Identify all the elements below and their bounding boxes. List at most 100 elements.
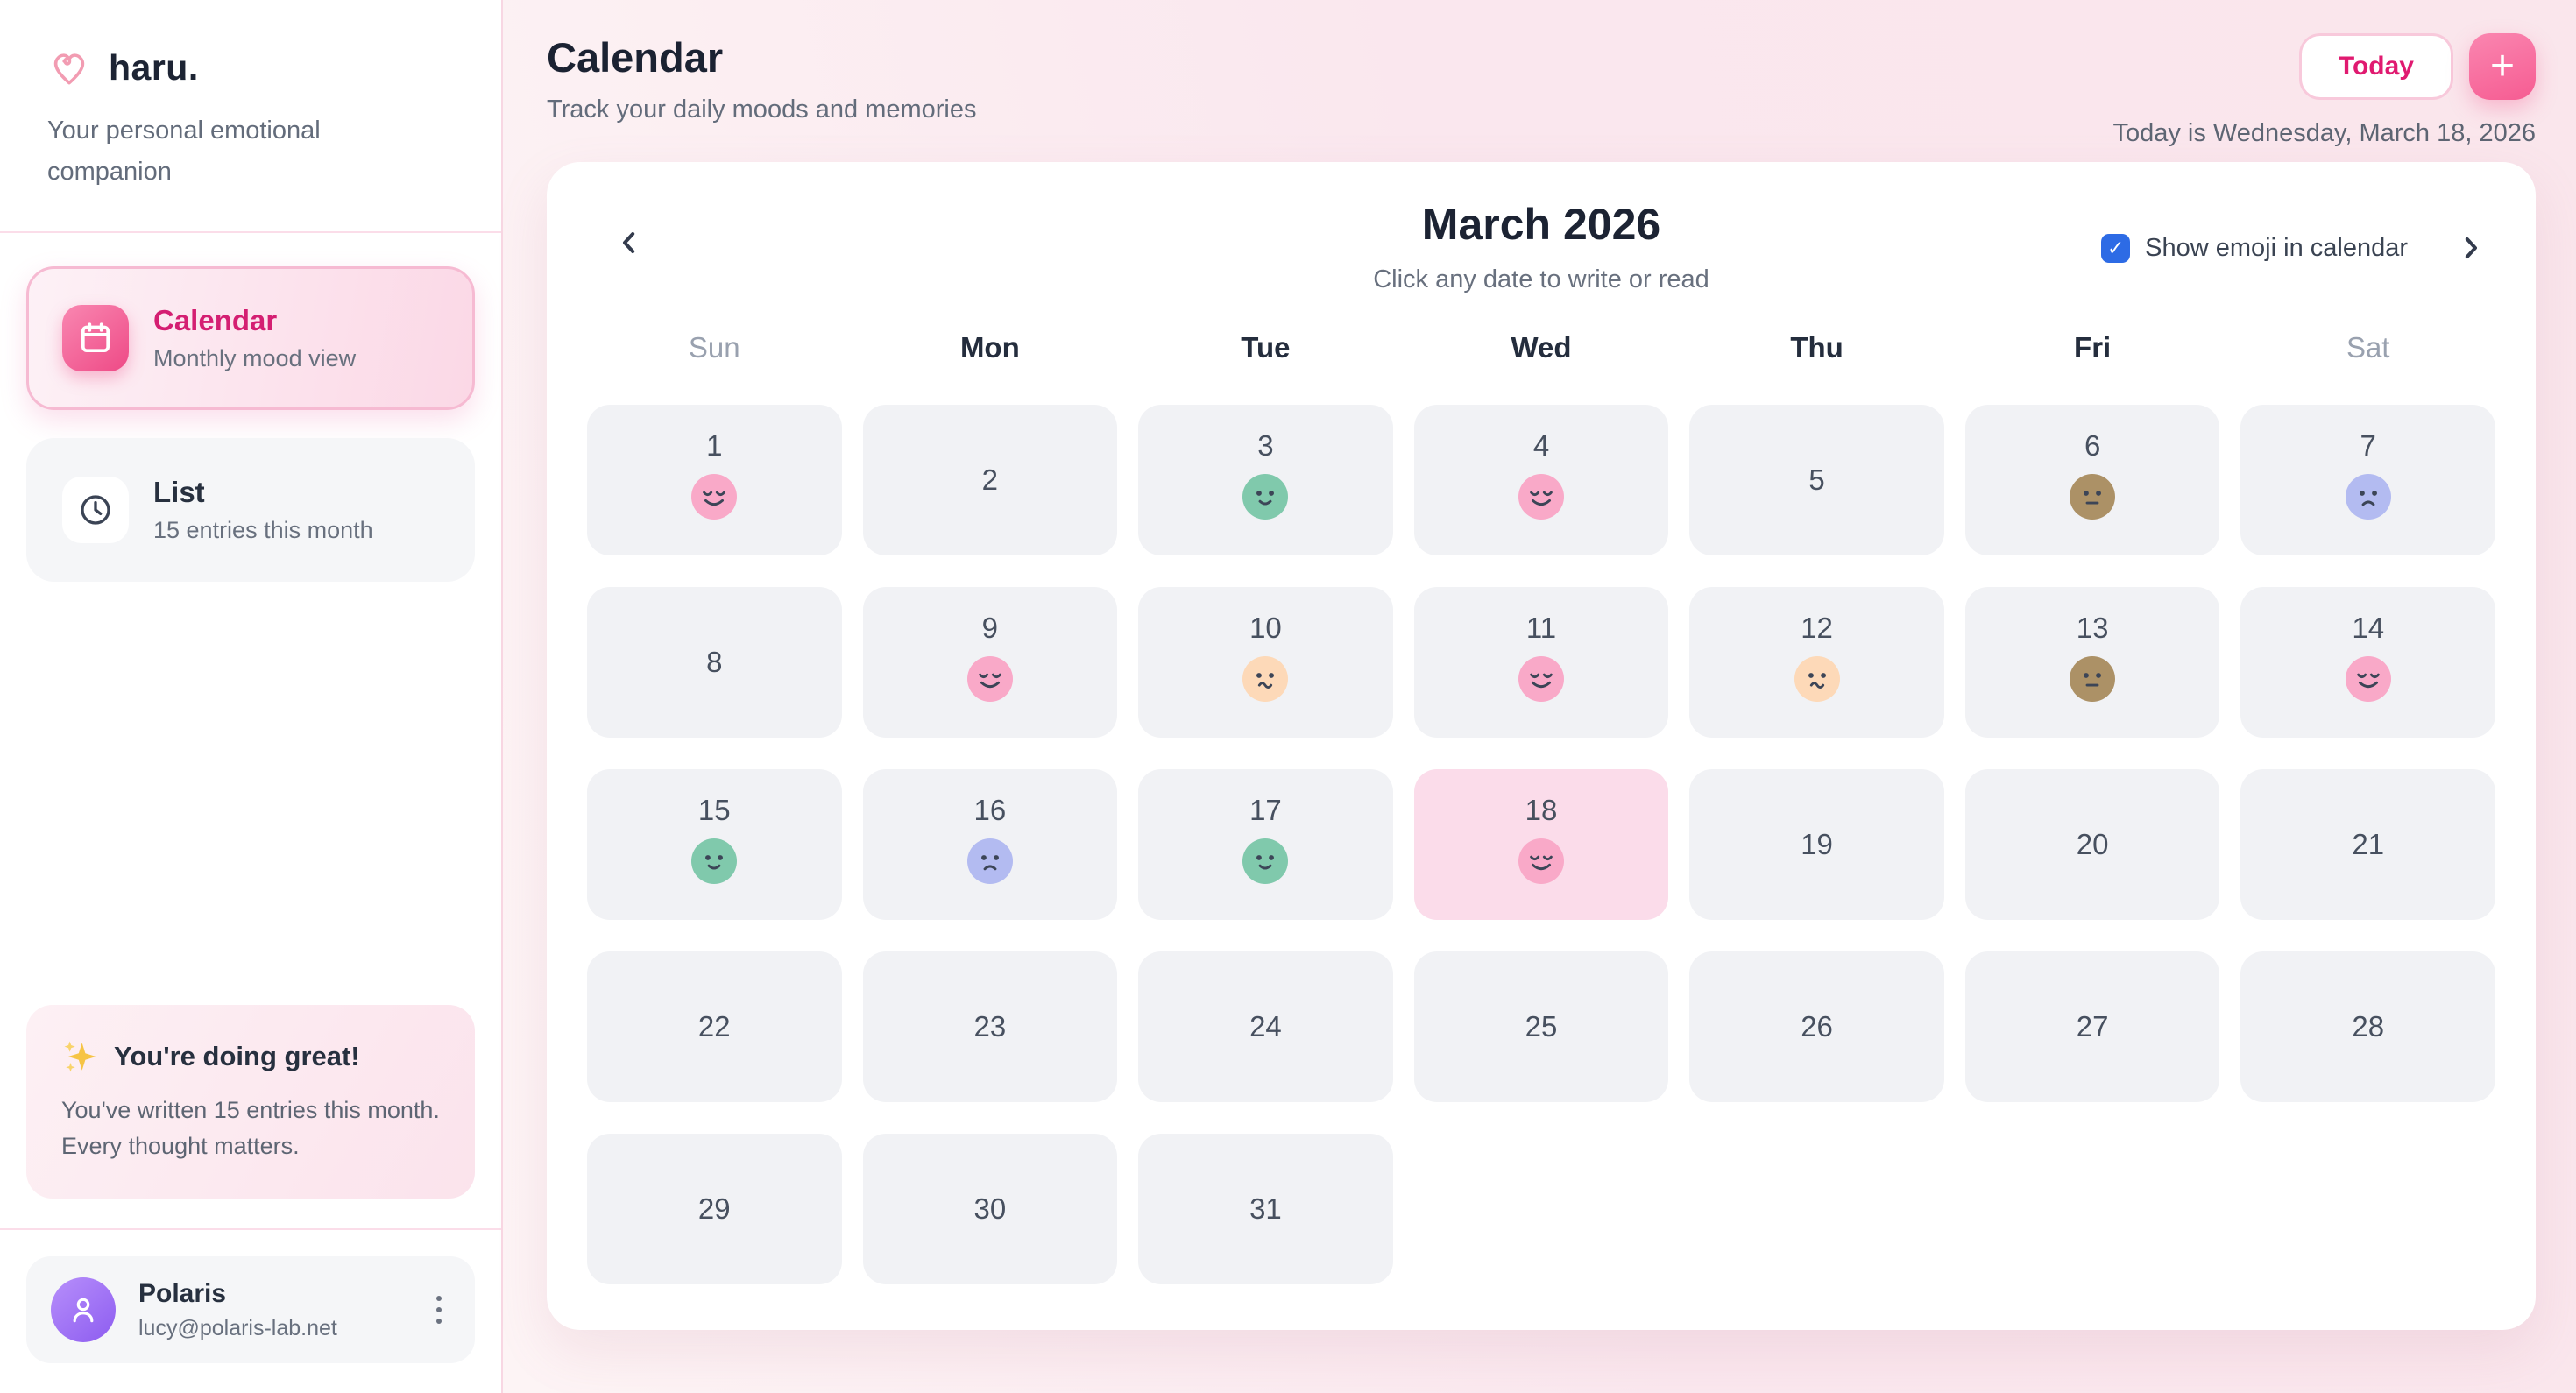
mood-face-sad bbox=[2345, 474, 2391, 520]
current-date-text: Today is Wednesday, March 18, 2026 bbox=[2112, 119, 2536, 147]
show-emoji-toggle[interactable]: ✓ Show emoji in calendar bbox=[2101, 233, 2408, 263]
day-cell-1[interactable]: 1 bbox=[587, 405, 842, 555]
sidebar-footer: Polaris lucy@polaris-lab.net bbox=[0, 1228, 501, 1393]
day-cell-29[interactable]: 29 bbox=[587, 1134, 842, 1284]
day-number: 15 bbox=[697, 794, 731, 826]
day-cell-18[interactable]: 18 bbox=[1413, 769, 1669, 920]
mood-face-neutral bbox=[2070, 656, 2116, 702]
encouragement-body: You've written 15 entries this month. Ev… bbox=[61, 1097, 440, 1159]
day-number: 18 bbox=[1525, 794, 1558, 826]
add-entry-button[interactable]: + bbox=[2469, 33, 2536, 100]
sidebar-item-list[interactable]: List 15 entries this month bbox=[26, 437, 475, 582]
page-subtitle: Track your daily moods and memories bbox=[547, 95, 977, 124]
weekday-row: Sun Mon Tue Wed Thu Fri Sat bbox=[587, 331, 2495, 364]
day-cell-14[interactable]: 14 bbox=[2240, 587, 2495, 738]
profile-email: lucy@polaris-lab.net bbox=[138, 1315, 337, 1340]
day-number: 8 bbox=[706, 646, 723, 678]
calendar-icon bbox=[62, 304, 129, 371]
day-cell-26[interactable]: 26 bbox=[1689, 951, 1944, 1102]
day-cell-20[interactable]: 20 bbox=[1964, 769, 2220, 920]
day-cell-27[interactable]: 27 bbox=[1964, 951, 2220, 1102]
sidebar-nav: Calendar Monthly mood view List 15 entri… bbox=[0, 233, 501, 582]
day-number: 6 bbox=[2084, 429, 2101, 462]
day-number: 30 bbox=[973, 1192, 1007, 1225]
profile-menu-icon[interactable] bbox=[428, 1287, 450, 1333]
day-number: 13 bbox=[2076, 612, 2109, 644]
mood-face-happy bbox=[1518, 474, 1564, 520]
profile-card[interactable]: Polaris lucy@polaris-lab.net bbox=[26, 1256, 475, 1363]
logo: haru. bbox=[47, 46, 454, 89]
day-cell-19[interactable]: 19 bbox=[1689, 769, 1944, 920]
day-cell-30[interactable]: 30 bbox=[862, 1134, 1118, 1284]
mood-face-calm bbox=[1242, 474, 1289, 520]
weekday-label-tue: Tue bbox=[1241, 331, 1291, 364]
show-emoji-label: Show emoji in calendar bbox=[2145, 233, 2408, 262]
day-number: 31 bbox=[1249, 1192, 1282, 1225]
mood-face-happy bbox=[2345, 656, 2391, 702]
day-cell-15[interactable]: 15 bbox=[587, 769, 842, 920]
weekday-label-wed: Wed bbox=[1511, 331, 1572, 364]
sidebar: haru. Your personal emotional companion … bbox=[0, 0, 503, 1393]
sidebar-header: haru. Your personal emotional companion bbox=[0, 0, 501, 233]
weekday-label-mon: Mon bbox=[959, 331, 1020, 364]
weekday-label-sat: Sat bbox=[2346, 331, 2390, 364]
day-cell-6[interactable]: 6 bbox=[1964, 405, 2220, 555]
day-cell-3[interactable]: 3 bbox=[1138, 405, 1393, 555]
day-number: 27 bbox=[2076, 1010, 2109, 1043]
day-number: 21 bbox=[2352, 828, 2385, 860]
sparkles-icon bbox=[61, 1038, 98, 1075]
day-cell-7[interactable]: 7 bbox=[2240, 405, 2495, 555]
day-cell-21[interactable]: 21 bbox=[2240, 769, 2495, 920]
next-month-button[interactable] bbox=[2446, 223, 2495, 272]
day-cell-10[interactable]: 10 bbox=[1138, 587, 1393, 738]
mood-face-happy bbox=[691, 474, 738, 520]
day-number: 20 bbox=[2076, 828, 2109, 860]
calendar-card: March 2026 Click any date to write or re… bbox=[547, 162, 2536, 1330]
weekday-label-thu: Thu bbox=[1790, 331, 1844, 364]
day-cell-9[interactable]: 9 bbox=[862, 587, 1118, 738]
day-number: 7 bbox=[2360, 429, 2376, 462]
mood-face-happy bbox=[1518, 656, 1564, 702]
main-area: Calendar Track your daily moods and memo… bbox=[503, 0, 2576, 1393]
day-cell-24[interactable]: 24 bbox=[1138, 951, 1393, 1102]
encouragement-card: You're doing great! You've written 15 en… bbox=[26, 1005, 475, 1199]
encouragement-title: You're doing great! bbox=[114, 1041, 360, 1071]
mood-face-happy bbox=[1518, 838, 1564, 884]
day-number: 26 bbox=[1801, 1010, 1833, 1043]
weekday-label-sun: Sun bbox=[688, 331, 740, 364]
day-number: 29 bbox=[697, 1192, 731, 1225]
month-title: March 2026 bbox=[1421, 200, 1661, 249]
day-number: 14 bbox=[2352, 612, 2385, 644]
sidebar-item-calendar[interactable]: Calendar Monthly mood view bbox=[26, 265, 475, 410]
day-cell-12[interactable]: 12 bbox=[1689, 587, 1944, 738]
day-cell-22[interactable]: 22 bbox=[587, 951, 842, 1102]
day-cell-25[interactable]: 25 bbox=[1413, 951, 1669, 1102]
heart-logo-icon bbox=[47, 46, 91, 89]
day-cell-5[interactable]: 5 bbox=[1689, 405, 1944, 555]
day-number: 23 bbox=[973, 1010, 1007, 1043]
day-cell-4[interactable]: 4 bbox=[1413, 405, 1669, 555]
day-cell-31[interactable]: 31 bbox=[1138, 1134, 1393, 1284]
day-cell-16[interactable]: 16 bbox=[862, 769, 1118, 920]
mood-face-worried bbox=[1794, 656, 1840, 702]
day-cell-13[interactable]: 13 bbox=[1964, 587, 2220, 738]
day-cell-2[interactable]: 2 bbox=[862, 405, 1118, 555]
day-cell-8[interactable]: 8 bbox=[587, 587, 842, 738]
nav-list-sublabel: 15 entries this month bbox=[153, 516, 373, 543]
today-button[interactable]: Today bbox=[2298, 33, 2453, 100]
main-header: Calendar Track your daily moods and memo… bbox=[547, 33, 2536, 148]
day-number: 5 bbox=[1808, 463, 1825, 496]
mood-face-happy bbox=[966, 656, 1013, 702]
day-cell-23[interactable]: 23 bbox=[862, 951, 1118, 1102]
day-cell-17[interactable]: 17 bbox=[1138, 769, 1393, 920]
mood-face-neutral bbox=[2070, 474, 2116, 520]
day-number: 9 bbox=[981, 612, 999, 644]
mood-face-worried bbox=[1242, 656, 1289, 702]
day-cell-28[interactable]: 28 bbox=[2240, 951, 2495, 1102]
day-number: 12 bbox=[1801, 612, 1833, 644]
chevron-right-icon bbox=[2465, 237, 2477, 258]
day-cell-11[interactable]: 11 bbox=[1413, 587, 1669, 738]
prev-month-button[interactable] bbox=[605, 218, 654, 267]
day-number: 24 bbox=[1249, 1010, 1282, 1043]
checkbox-icon[interactable]: ✓ bbox=[2101, 233, 2131, 263]
